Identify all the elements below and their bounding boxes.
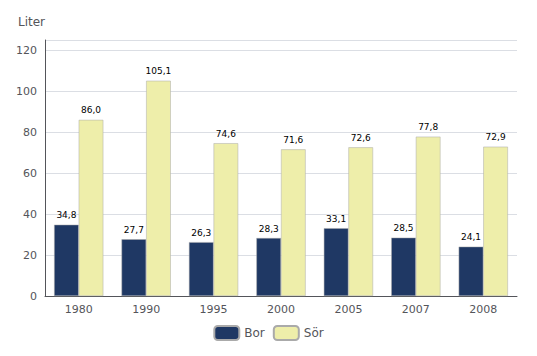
svg-text:72,9: 72,9 — [486, 132, 506, 142]
svg-text:1980: 1980 — [65, 303, 93, 316]
svg-text:80: 80 — [23, 126, 37, 139]
svg-text:120: 120 — [16, 44, 37, 57]
svg-text:77,8: 77,8 — [418, 122, 438, 132]
svg-text:28,5: 28,5 — [394, 223, 414, 233]
svg-text:20: 20 — [23, 249, 37, 262]
svg-text:2005: 2005 — [334, 303, 362, 316]
svg-text:1995: 1995 — [200, 303, 228, 316]
svg-text:105,1: 105,1 — [146, 66, 172, 76]
svg-text:71,6: 71,6 — [283, 135, 303, 145]
svg-text:72,6: 72,6 — [351, 133, 371, 143]
svg-text:1990: 1990 — [132, 303, 160, 316]
svg-text:26,3: 26,3 — [191, 228, 211, 238]
svg-text:74,6: 74,6 — [216, 129, 236, 139]
svg-text:Sör: Sör — [304, 326, 324, 340]
svg-text:Bor: Bor — [244, 326, 265, 340]
svg-text:0: 0 — [30, 290, 37, 303]
svg-text:24,1: 24,1 — [461, 232, 481, 242]
svg-text:33,1: 33,1 — [326, 214, 346, 224]
svg-text:2008: 2008 — [469, 303, 497, 316]
svg-text:100: 100 — [16, 85, 37, 98]
svg-text:60: 60 — [23, 167, 37, 180]
svg-text:28,3: 28,3 — [259, 224, 279, 234]
svg-text:27,7: 27,7 — [124, 225, 144, 235]
svg-text:2007: 2007 — [402, 303, 430, 316]
svg-text:86,0: 86,0 — [81, 105, 101, 115]
svg-text:40: 40 — [23, 208, 37, 221]
svg-text:34,8: 34,8 — [56, 210, 76, 220]
svg-text:2000: 2000 — [267, 303, 295, 316]
svg-text:Liter: Liter — [18, 15, 45, 29]
